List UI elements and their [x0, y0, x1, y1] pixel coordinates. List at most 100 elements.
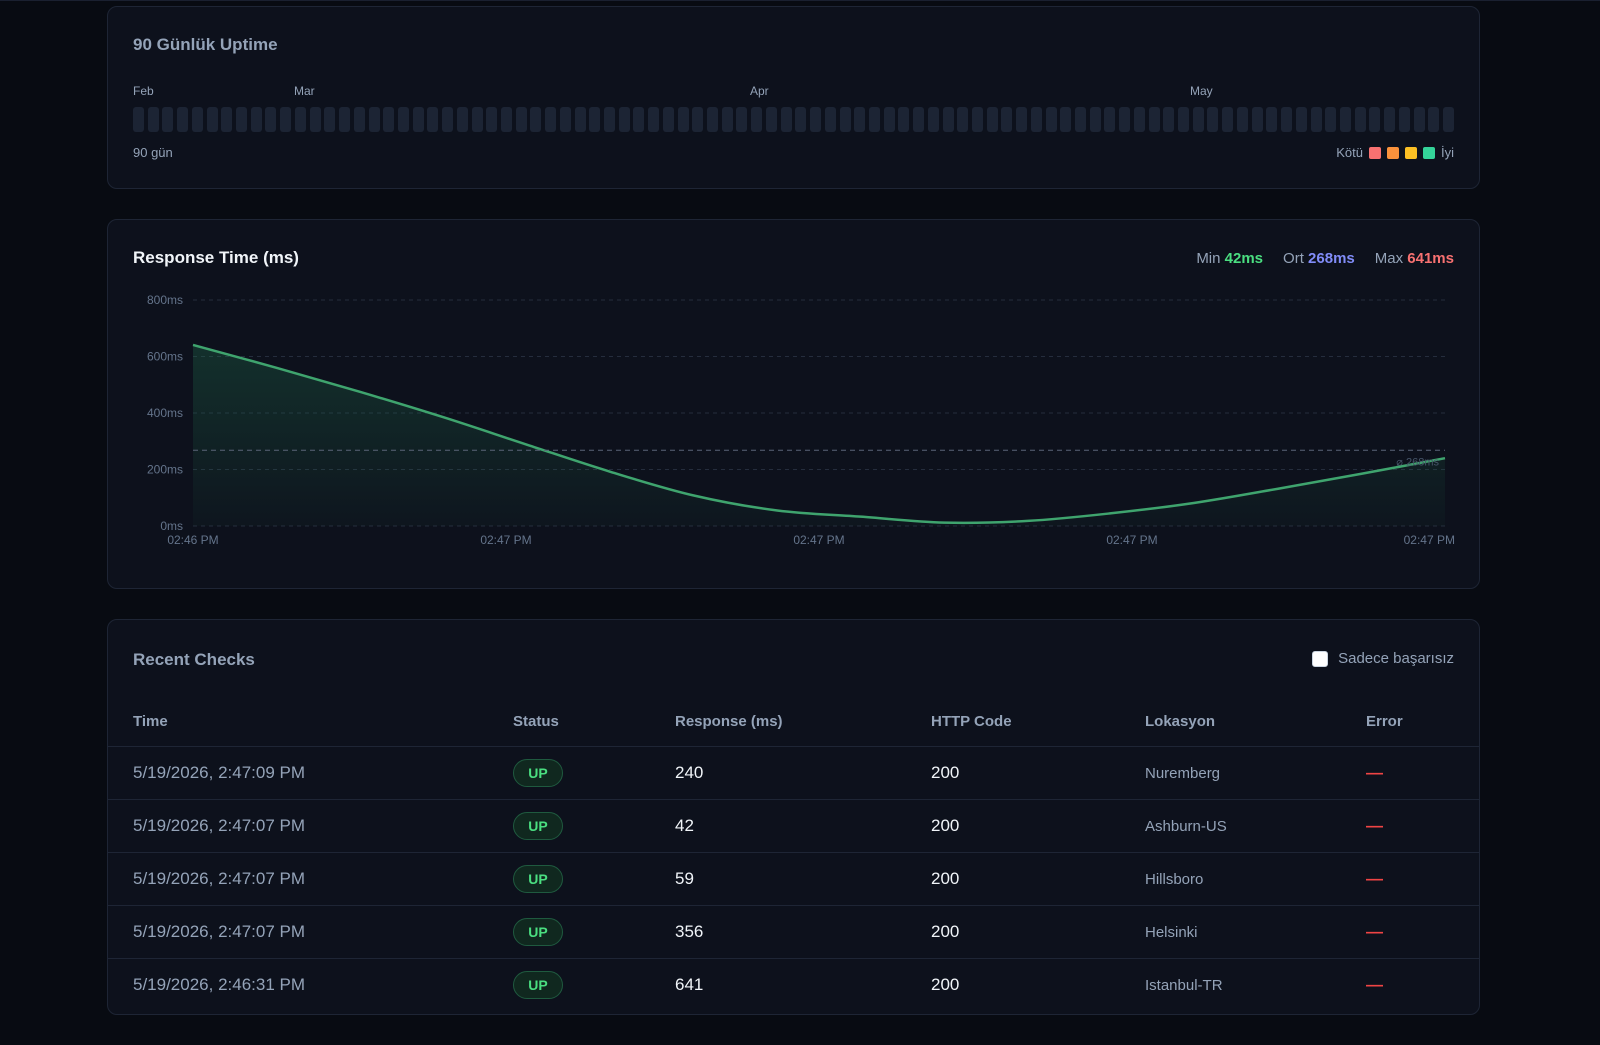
table-row[interactable]: 5/19/2026, 2:47:07 PM UP 42 200 Ashburn-…: [108, 799, 1479, 852]
uptime-day-bar[interactable]: [1207, 107, 1219, 132]
uptime-day-bar[interactable]: [133, 107, 144, 132]
uptime-day-bar[interactable]: [927, 107, 939, 132]
uptime-day-bar[interactable]: [1354, 107, 1366, 132]
uptime-day-bar[interactable]: [1060, 107, 1072, 132]
uptime-day-bar[interactable]: [206, 107, 218, 132]
uptime-day-bar[interactable]: [780, 107, 792, 132]
uptime-day-bar[interactable]: [662, 107, 674, 132]
failed-only-filter[interactable]: Sadece başarısız: [1312, 650, 1454, 667]
uptime-day-bar[interactable]: [545, 107, 557, 132]
uptime-day-bar[interactable]: [1163, 107, 1175, 132]
uptime-day-bar[interactable]: [1001, 107, 1013, 132]
uptime-day-bar[interactable]: [765, 107, 777, 132]
table-row[interactable]: 5/19/2026, 2:47:07 PM UP 59 200 Hillsbor…: [108, 852, 1479, 905]
uptime-day-bar[interactable]: [618, 107, 630, 132]
uptime-day-bar[interactable]: [692, 107, 704, 132]
uptime-day-bar[interactable]: [280, 107, 292, 132]
uptime-day-bar[interactable]: [1310, 107, 1322, 132]
uptime-day-bar[interactable]: [339, 107, 351, 132]
uptime-day-bar[interactable]: [574, 107, 586, 132]
uptime-day-bar[interactable]: [324, 107, 336, 132]
uptime-day-bar[interactable]: [839, 107, 851, 132]
uptime-day-bar[interactable]: [1413, 107, 1425, 132]
uptime-day-bar[interactable]: [250, 107, 262, 132]
uptime-day-bar[interactable]: [1339, 107, 1351, 132]
uptime-day-bar[interactable]: [986, 107, 998, 132]
uptime-day-bar[interactable]: [427, 107, 439, 132]
uptime-day-bar[interactable]: [633, 107, 645, 132]
uptime-day-bar[interactable]: [147, 107, 159, 132]
uptime-day-bar[interactable]: [368, 107, 380, 132]
uptime-day-bar[interactable]: [751, 107, 763, 132]
uptime-day-bar[interactable]: [397, 107, 409, 132]
uptime-day-bar[interactable]: [736, 107, 748, 132]
uptime-day-bar[interactable]: [383, 107, 395, 132]
uptime-day-bar[interactable]: [1325, 107, 1337, 132]
uptime-day-bar[interactable]: [1148, 107, 1160, 132]
uptime-day-bar[interactable]: [942, 107, 954, 132]
uptime-day-bar[interactable]: [294, 107, 306, 132]
uptime-day-bar[interactable]: [1104, 107, 1116, 132]
uptime-day-bar[interactable]: [1384, 107, 1396, 132]
table-row[interactable]: 5/19/2026, 2:46:31 PM UP 641 200 Istanbu…: [108, 958, 1479, 1011]
uptime-day-bar[interactable]: [795, 107, 807, 132]
uptime-day-bar[interactable]: [913, 107, 925, 132]
uptime-day-bar[interactable]: [471, 107, 483, 132]
uptime-day-bar[interactable]: [604, 107, 615, 132]
uptime-day-bar[interactable]: [1045, 107, 1057, 132]
uptime-day-bar[interactable]: [824, 107, 836, 132]
uptime-day-bar[interactable]: [236, 107, 248, 132]
uptime-day-bar[interactable]: [1266, 107, 1278, 132]
uptime-day-bar[interactable]: [898, 107, 910, 132]
uptime-day-bar[interactable]: [868, 107, 880, 132]
uptime-day-bar[interactable]: [221, 107, 233, 132]
uptime-day-bar[interactable]: [677, 107, 689, 132]
uptime-day-bar[interactable]: [1369, 107, 1381, 132]
uptime-day-bar[interactable]: [309, 107, 321, 132]
uptime-day-bar[interactable]: [1236, 107, 1248, 132]
uptime-day-bar[interactable]: [353, 107, 365, 132]
failed-only-label[interactable]: Sadece başarısız: [1338, 650, 1454, 667]
uptime-day-bar[interactable]: [1192, 107, 1204, 132]
uptime-day-bar[interactable]: [530, 107, 542, 132]
uptime-day-bar[interactable]: [486, 107, 498, 132]
uptime-day-bar[interactable]: [177, 107, 189, 132]
uptime-day-bar[interactable]: [162, 107, 174, 132]
uptime-day-bar[interactable]: [854, 107, 866, 132]
uptime-day-bar[interactable]: [1295, 107, 1307, 132]
uptime-day-bar[interactable]: [589, 107, 601, 132]
uptime-day-bar[interactable]: [1442, 107, 1454, 132]
uptime-day-bar[interactable]: [500, 107, 512, 132]
failed-only-checkbox[interactable]: [1312, 650, 1329, 667]
uptime-day-bar[interactable]: [515, 107, 527, 132]
y-tick-label: 0ms: [160, 519, 183, 533]
uptime-day-bar[interactable]: [648, 107, 660, 132]
uptime-day-bar[interactable]: [707, 107, 719, 132]
uptime-day-bar[interactable]: [1222, 107, 1234, 132]
uptime-day-bar[interactable]: [1075, 107, 1086, 132]
response-title: Response Time (ms): [133, 248, 299, 267]
uptime-day-bar[interactable]: [442, 107, 454, 132]
uptime-day-bar[interactable]: [1089, 107, 1101, 132]
uptime-day-bar[interactable]: [721, 107, 733, 132]
uptime-day-bar[interactable]: [1281, 107, 1293, 132]
uptime-day-bar[interactable]: [1030, 107, 1042, 132]
uptime-day-bar[interactable]: [191, 107, 203, 132]
uptime-day-bar[interactable]: [971, 107, 983, 132]
uptime-day-bar[interactable]: [1251, 107, 1263, 132]
uptime-day-bar[interactable]: [456, 107, 468, 132]
uptime-day-bar[interactable]: [412, 107, 424, 132]
table-row[interactable]: 5/19/2026, 2:47:07 PM UP 356 200 Helsink…: [108, 905, 1479, 958]
uptime-day-bar[interactable]: [1178, 107, 1190, 132]
uptime-day-bar[interactable]: [957, 107, 969, 132]
uptime-day-bar[interactable]: [1133, 107, 1145, 132]
uptime-day-bar[interactable]: [559, 107, 571, 132]
uptime-day-bar[interactable]: [265, 107, 277, 132]
uptime-day-bar[interactable]: [1428, 107, 1440, 132]
uptime-day-bar[interactable]: [1398, 107, 1410, 132]
uptime-day-bar[interactable]: [1119, 107, 1131, 132]
uptime-day-bar[interactable]: [883, 107, 895, 132]
uptime-day-bar[interactable]: [810, 107, 822, 132]
table-row[interactable]: 5/19/2026, 2:47:09 PM UP 240 200 Nurembe…: [108, 746, 1479, 799]
uptime-day-bar[interactable]: [1016, 107, 1028, 132]
